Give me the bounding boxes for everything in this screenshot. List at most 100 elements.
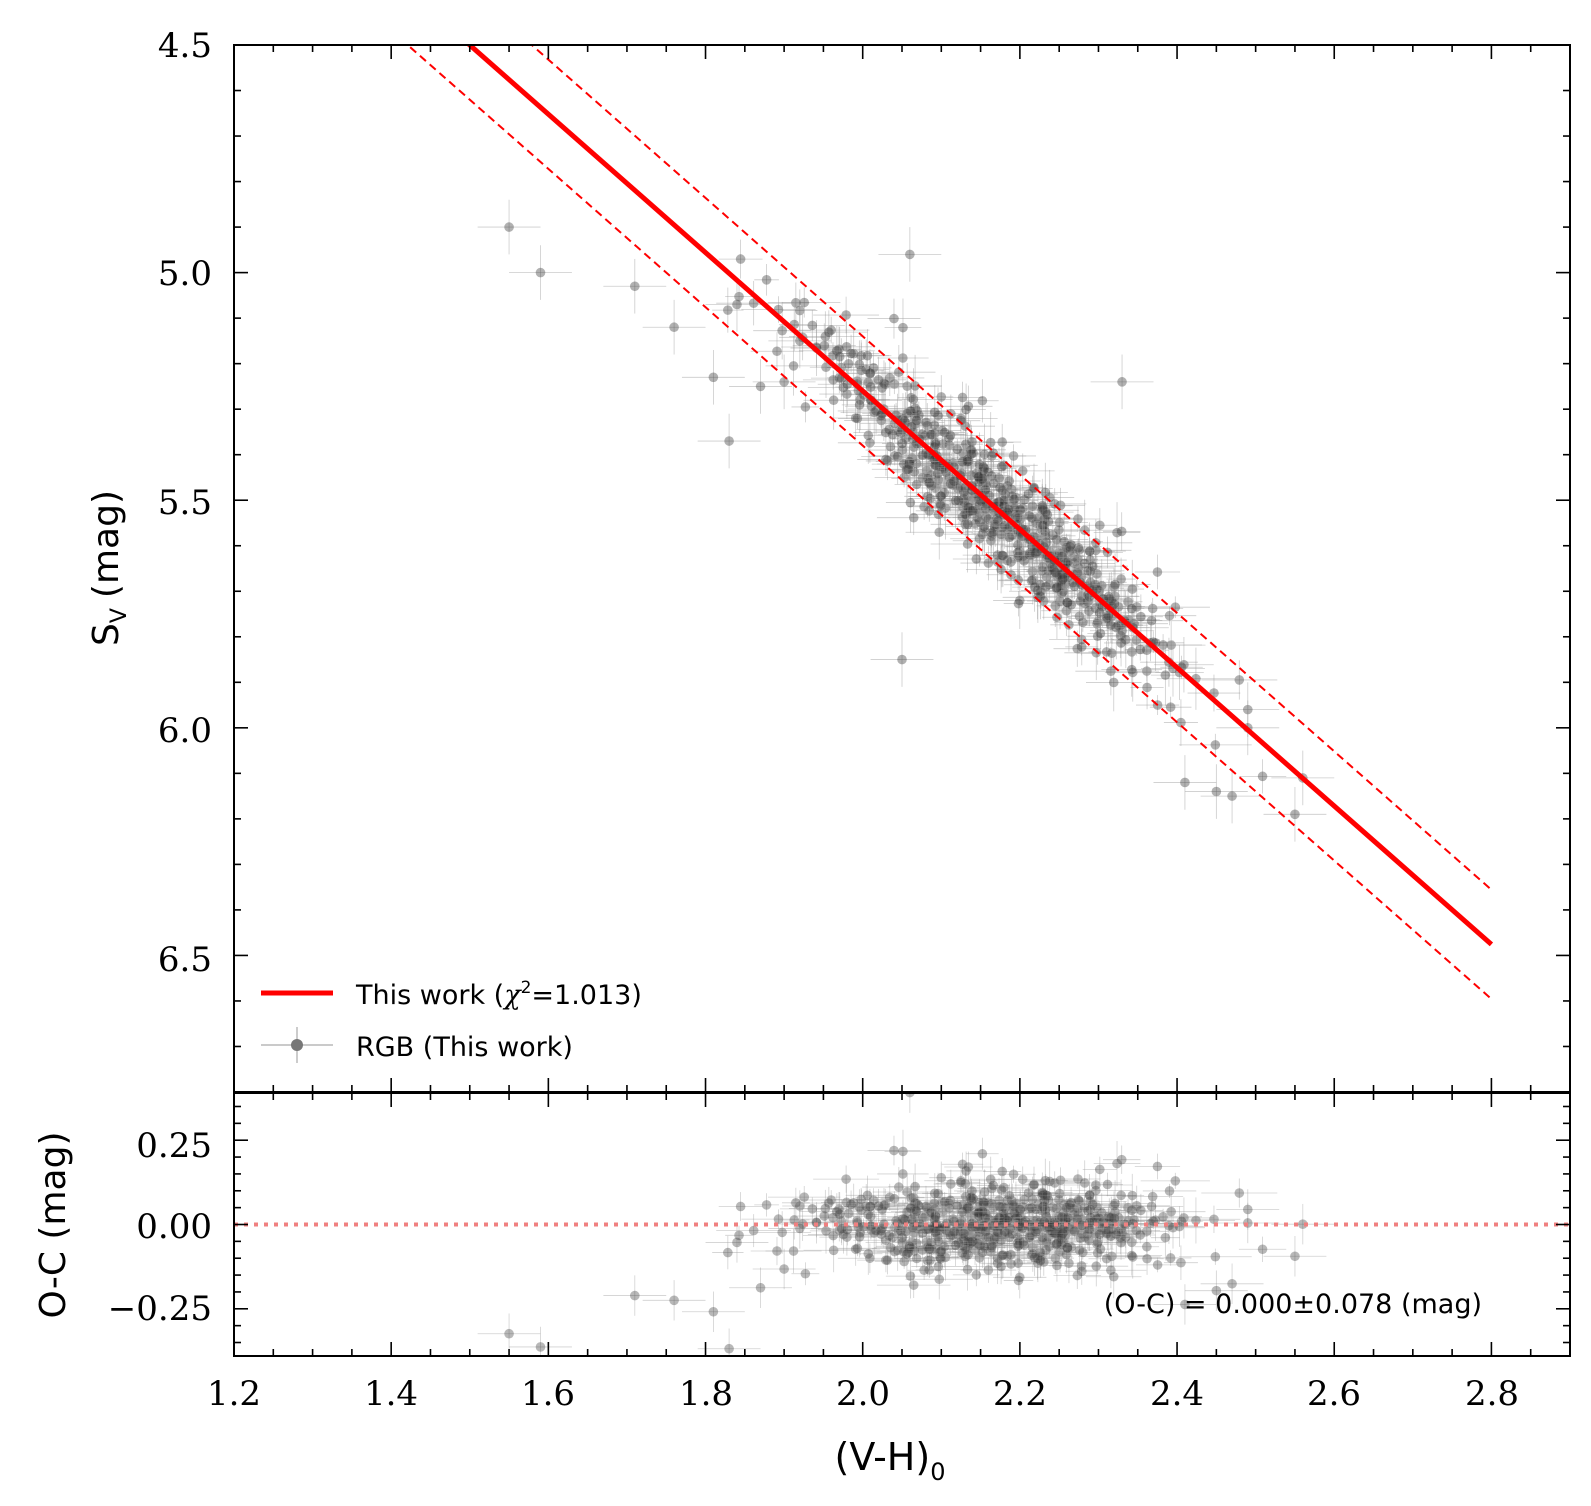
main-point bbox=[843, 358, 854, 369]
res-point bbox=[1072, 1270, 1083, 1281]
res-point bbox=[788, 1246, 799, 1256]
res-point bbox=[933, 1188, 943, 1199]
main-point bbox=[863, 430, 874, 441]
res-point bbox=[998, 1219, 1009, 1230]
res-point bbox=[946, 1179, 956, 1189]
main-point bbox=[1054, 517, 1065, 528]
res-point bbox=[834, 1225, 845, 1235]
main-point bbox=[944, 440, 955, 450]
res-point bbox=[998, 1211, 1008, 1222]
main-point bbox=[1065, 541, 1075, 552]
res-point bbox=[934, 1274, 945, 1285]
res-point bbox=[1007, 1229, 1017, 1239]
main-point bbox=[795, 305, 805, 316]
main-point bbox=[877, 383, 887, 393]
main-point bbox=[1042, 509, 1053, 520]
main-point bbox=[974, 533, 985, 544]
legend-fit-label-prefix: This work ( bbox=[355, 980, 504, 1011]
res-point bbox=[1009, 1208, 1019, 1218]
main-point bbox=[868, 363, 879, 373]
res-point bbox=[944, 1203, 955, 1213]
res-point bbox=[800, 1268, 811, 1279]
res-point bbox=[755, 1282, 766, 1293]
res-point bbox=[1152, 1260, 1163, 1270]
res-point bbox=[996, 1261, 1006, 1272]
res-point bbox=[1103, 1211, 1114, 1222]
main-point bbox=[926, 429, 936, 440]
res-point bbox=[902, 1207, 912, 1218]
res-point bbox=[1048, 1227, 1058, 1238]
res-point bbox=[1142, 1253, 1152, 1264]
res-point bbox=[869, 1228, 879, 1238]
res-point bbox=[1084, 1190, 1095, 1201]
res-point bbox=[1095, 1222, 1106, 1233]
res-point bbox=[965, 1193, 976, 1203]
res-point bbox=[1032, 1253, 1043, 1264]
res-point bbox=[998, 1250, 1008, 1260]
main-point bbox=[1121, 634, 1131, 645]
main-point bbox=[1017, 466, 1028, 476]
res-point bbox=[1058, 1228, 1068, 1239]
res-point bbox=[1109, 1213, 1120, 1224]
res-point bbox=[976, 1217, 986, 1227]
res-point bbox=[920, 1212, 930, 1222]
res-point bbox=[865, 1202, 875, 1212]
legend: This work (χ2=1.013) RGB (This work) bbox=[261, 978, 642, 1063]
res-point bbox=[843, 1208, 854, 1219]
main-point bbox=[1110, 579, 1120, 590]
res-point bbox=[996, 1235, 1006, 1246]
res-point bbox=[1031, 1204, 1041, 1215]
res-point bbox=[1062, 1242, 1073, 1253]
res-point bbox=[924, 1265, 935, 1275]
res-point bbox=[1027, 1203, 1037, 1214]
main-point bbox=[898, 353, 908, 363]
res-point bbox=[960, 1251, 971, 1262]
main-y-axis-label-unit: (mag) bbox=[86, 490, 127, 598]
res-point bbox=[917, 1212, 928, 1223]
res-point bbox=[989, 1234, 1000, 1244]
main-point bbox=[964, 502, 974, 513]
res-point bbox=[1160, 1232, 1171, 1243]
res-point bbox=[923, 1242, 933, 1252]
res-point bbox=[971, 1233, 981, 1244]
main-point bbox=[1073, 514, 1083, 524]
res-point bbox=[1058, 1208, 1069, 1218]
res-point bbox=[732, 1237, 742, 1248]
res-point bbox=[1102, 1228, 1112, 1239]
res-point bbox=[973, 1207, 984, 1218]
res-point bbox=[1056, 1239, 1067, 1250]
res-point bbox=[891, 1215, 901, 1226]
res-point bbox=[1085, 1212, 1096, 1223]
res-point bbox=[1012, 1213, 1023, 1223]
res-point bbox=[906, 1203, 916, 1214]
residual-annotation: (O-C) = 0.000±0.078 (mag) bbox=[1104, 1289, 1482, 1320]
main-point bbox=[977, 473, 988, 484]
res-point bbox=[1075, 1219, 1085, 1230]
res-point bbox=[1011, 1198, 1021, 1209]
main-point bbox=[887, 429, 898, 440]
res-point bbox=[1062, 1212, 1073, 1223]
res-point bbox=[1072, 1214, 1083, 1225]
res-point bbox=[968, 1193, 978, 1204]
main-point bbox=[1180, 777, 1190, 788]
res-point bbox=[1052, 1238, 1062, 1249]
res-point bbox=[1191, 1215, 1201, 1226]
res-point bbox=[999, 1226, 1010, 1237]
res-point bbox=[930, 1227, 940, 1238]
legend-rgb-marker bbox=[291, 1039, 303, 1051]
res-point bbox=[1050, 1253, 1061, 1263]
main-point bbox=[1052, 582, 1062, 593]
res-point bbox=[941, 1225, 952, 1235]
main-point bbox=[1094, 608, 1105, 618]
res-point bbox=[1056, 1230, 1067, 1241]
res-point bbox=[1054, 1236, 1064, 1246]
res-point bbox=[963, 1162, 974, 1172]
res-point bbox=[992, 1258, 1003, 1269]
main-point bbox=[788, 361, 799, 371]
res-point bbox=[930, 1210, 940, 1221]
res-point bbox=[947, 1230, 958, 1241]
res-point bbox=[1008, 1169, 1019, 1180]
res-point bbox=[929, 1214, 940, 1225]
res-point bbox=[881, 1255, 891, 1265]
main-point bbox=[1112, 527, 1122, 538]
